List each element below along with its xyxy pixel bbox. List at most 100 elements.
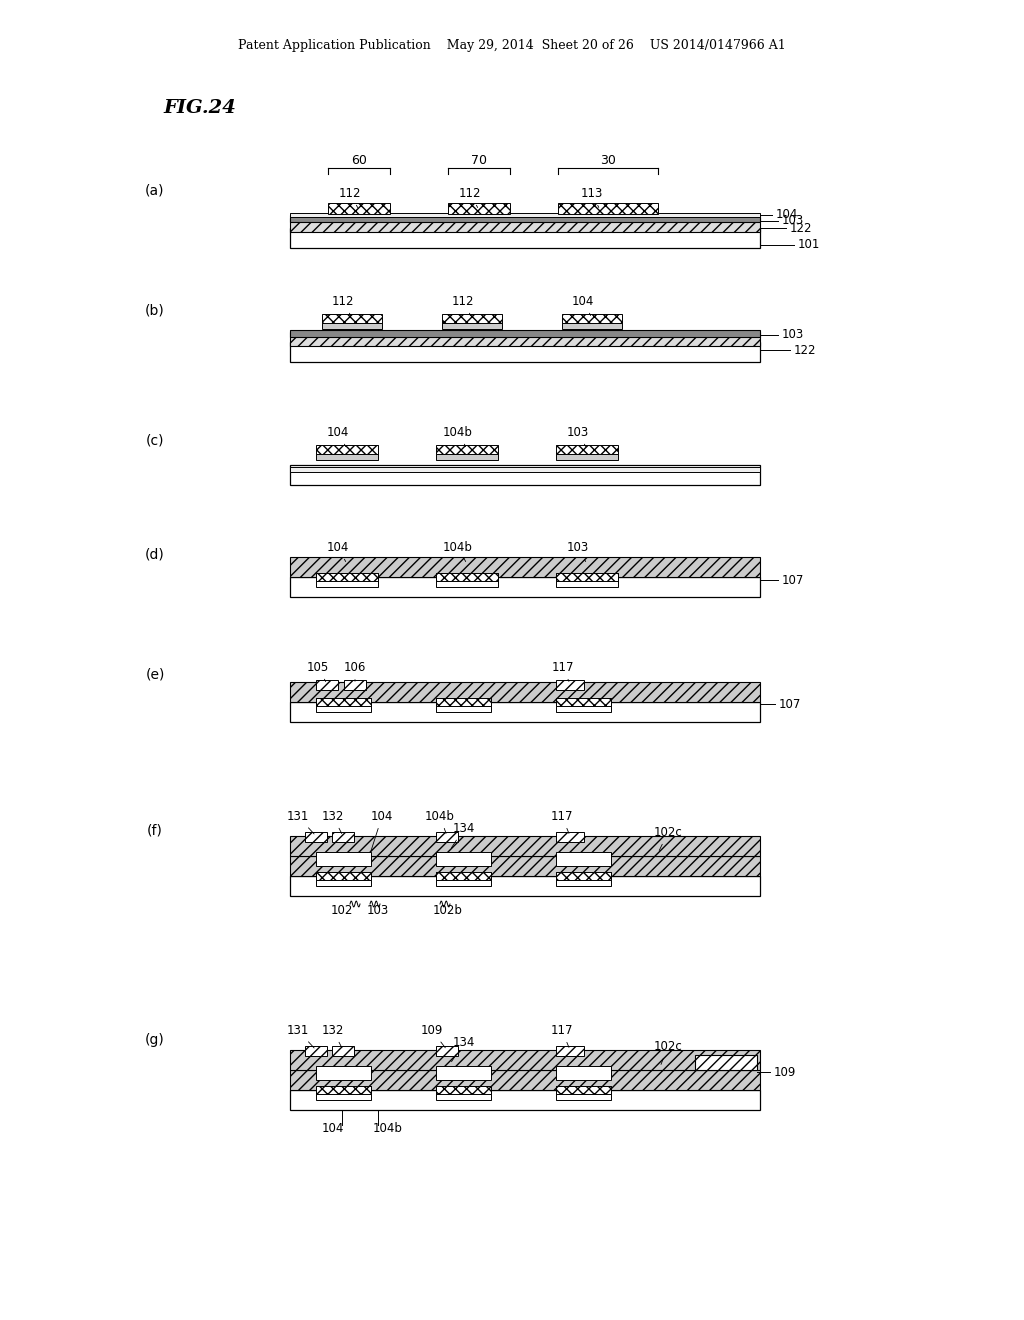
Text: 101: 101: [798, 239, 820, 252]
Text: 70: 70: [471, 153, 487, 166]
Bar: [290, 467, 760, 473]
Bar: [316, 873, 371, 886]
Bar: [436, 832, 458, 842]
Bar: [316, 1086, 371, 1094]
Bar: [316, 573, 378, 581]
Bar: [290, 330, 760, 337]
Text: 131: 131: [287, 1024, 314, 1048]
Bar: [556, 698, 611, 706]
Bar: [290, 836, 760, 855]
Bar: [322, 314, 382, 323]
Text: 104b: 104b: [443, 541, 473, 561]
Bar: [436, 1045, 458, 1056]
Text: 103: 103: [567, 541, 589, 561]
Bar: [556, 573, 618, 581]
Bar: [436, 698, 490, 711]
Bar: [695, 1055, 757, 1071]
Text: 103: 103: [782, 329, 804, 342]
Bar: [290, 682, 760, 702]
Bar: [290, 702, 760, 722]
Bar: [290, 215, 760, 222]
Bar: [316, 451, 378, 459]
Text: (c): (c): [145, 433, 164, 447]
Bar: [436, 873, 490, 880]
Bar: [305, 832, 327, 842]
Bar: [316, 1067, 371, 1080]
Bar: [556, 832, 584, 842]
Bar: [436, 851, 490, 866]
Bar: [436, 445, 498, 454]
Bar: [290, 218, 760, 232]
Bar: [316, 573, 378, 587]
Text: 104b: 104b: [373, 1122, 402, 1135]
Text: FIG.24: FIG.24: [164, 99, 237, 117]
Text: 102c: 102c: [653, 826, 682, 850]
Bar: [344, 680, 366, 690]
Text: 134: 134: [452, 1036, 475, 1061]
Bar: [290, 1071, 760, 1090]
Bar: [436, 698, 490, 706]
Text: 132: 132: [322, 1024, 344, 1048]
Bar: [556, 451, 618, 459]
Text: 113: 113: [581, 187, 603, 207]
Bar: [290, 855, 760, 876]
Bar: [316, 1086, 371, 1100]
Text: 104: 104: [776, 209, 799, 222]
Text: 122: 122: [794, 343, 816, 356]
Bar: [558, 203, 658, 214]
Text: 103: 103: [782, 214, 804, 227]
Bar: [436, 1086, 490, 1094]
Text: 112: 112: [339, 187, 361, 207]
Bar: [290, 465, 760, 484]
Bar: [290, 228, 760, 248]
Bar: [332, 832, 354, 842]
Bar: [556, 1086, 611, 1094]
Text: 103: 103: [567, 426, 589, 446]
Text: 112: 112: [452, 294, 474, 315]
Bar: [316, 445, 378, 454]
Text: 104b: 104b: [443, 426, 473, 446]
Bar: [436, 1067, 490, 1080]
Text: Patent Application Publication    May 29, 2014  Sheet 20 of 26    US 2014/014796: Patent Application Publication May 29, 2…: [239, 38, 785, 51]
Bar: [562, 322, 622, 329]
Bar: [436, 573, 498, 587]
Text: 104: 104: [371, 810, 393, 851]
Text: 109: 109: [774, 1065, 797, 1078]
Text: (e): (e): [145, 667, 165, 681]
Bar: [556, 873, 611, 880]
Bar: [556, 1045, 584, 1056]
Text: 132: 132: [322, 810, 344, 833]
Text: (b): (b): [145, 304, 165, 317]
Text: 117: 117: [552, 661, 574, 681]
Text: 104b: 104b: [425, 810, 455, 833]
Text: 134: 134: [452, 822, 475, 847]
Text: 105: 105: [307, 661, 329, 681]
Text: 30: 30: [600, 153, 616, 166]
Text: (f): (f): [147, 822, 163, 837]
Bar: [556, 680, 584, 690]
Bar: [442, 322, 502, 329]
Bar: [442, 314, 502, 323]
Bar: [290, 557, 760, 577]
Bar: [316, 698, 371, 706]
Text: 102c: 102c: [653, 1040, 682, 1064]
Bar: [436, 1086, 490, 1100]
Bar: [316, 851, 371, 866]
Text: 106: 106: [344, 661, 367, 681]
Bar: [562, 314, 622, 323]
Text: (d): (d): [145, 548, 165, 562]
Bar: [316, 680, 338, 690]
Bar: [449, 203, 510, 214]
Text: (g): (g): [145, 1034, 165, 1047]
Text: 131: 131: [287, 810, 314, 834]
Bar: [316, 873, 371, 880]
Text: 102b: 102b: [433, 903, 463, 916]
Text: 107: 107: [779, 697, 802, 710]
Text: 107: 107: [782, 573, 805, 586]
Text: 104: 104: [327, 426, 349, 446]
Bar: [556, 873, 611, 886]
Text: 117: 117: [551, 810, 573, 833]
Bar: [290, 577, 760, 597]
Bar: [332, 1045, 354, 1056]
Bar: [436, 451, 498, 459]
